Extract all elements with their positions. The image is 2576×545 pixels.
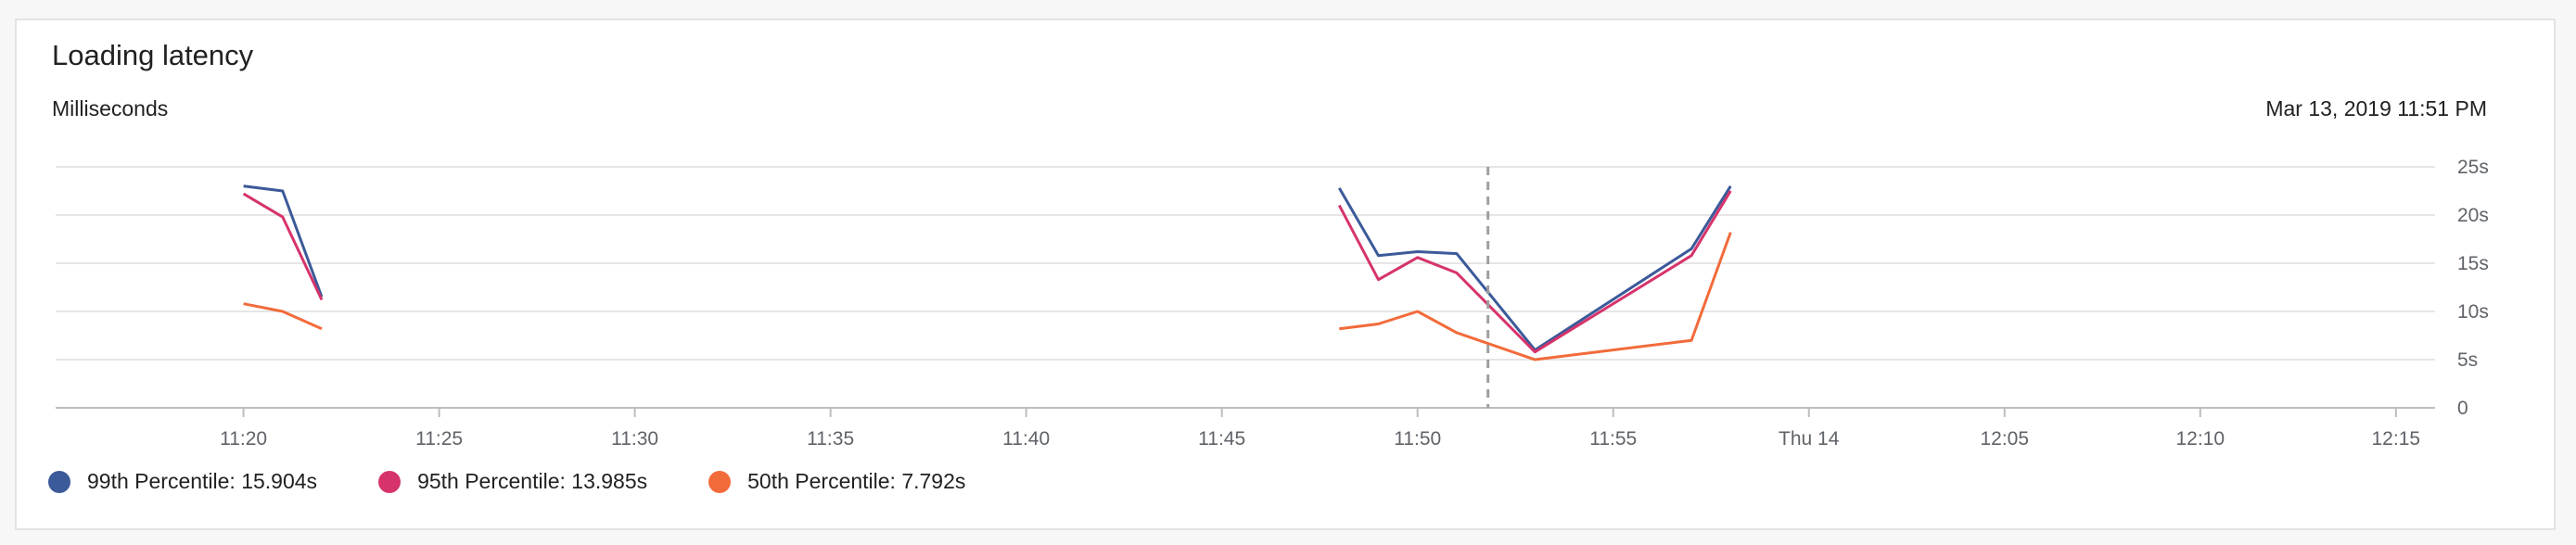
chart-unit-label: Milliseconds (52, 96, 169, 120)
x-tick-label: 12:15 (2372, 428, 2421, 450)
chart-legend: 99th Percentile: 15.904s 95th Percentile… (48, 469, 1027, 494)
x-tick-label: 11:55 (1589, 428, 1637, 450)
y-tick-label: 10s (2457, 301, 2489, 323)
x-tick-label: 11:40 (1002, 428, 1050, 450)
legend-item-95th[interactable]: 95th Percentile: 13.985s (378, 469, 647, 494)
y-tick-label: 15s (2457, 253, 2489, 274)
x-tick-label: 11:50 (1394, 428, 1441, 450)
x-tick-label: 11:35 (807, 428, 854, 450)
x-tick-label: 12:10 (2175, 428, 2225, 450)
x-tick-label: 12:05 (1980, 428, 2029, 450)
x-tick-label: 11:45 (1198, 428, 1245, 450)
legend-item-50th[interactable]: 50th Percentile: 7.792s (708, 469, 965, 494)
x-tick-label: 11:30 (611, 428, 658, 450)
x-tick-label: 11:25 (415, 428, 463, 450)
legend-label: 99th Percentile: 15.904s (87, 469, 318, 493)
series-line-50th-percentile (1339, 232, 1732, 361)
legend-item-99th[interactable]: 99th Percentile: 15.904s (48, 469, 317, 494)
legend-label: 95th Percentile: 13.985s (417, 469, 648, 493)
series-line-95th-percentile (1337, 190, 1732, 354)
y-tick-label: 5s (2457, 349, 2478, 371)
series-line-99th-percentile (243, 184, 324, 298)
y-tick-label: 20s (2457, 205, 2489, 226)
legend-label: 50th Percentile: 7.792s (747, 469, 966, 493)
legend-dot-icon (708, 470, 732, 493)
hover-timestamp: Mar 13, 2019 11:51 PM (2265, 96, 2487, 120)
series-line-95th-percentile (242, 192, 324, 301)
latency-line-chart[interactable]: 0 5s 10s 15s 20s 25s 11:20 11:25 11:30 11:35 11:40… (17, 20, 2557, 456)
chart-title: Loading latency (52, 39, 254, 71)
x-tick-label: Thu 14 (1779, 428, 1840, 450)
y-tick-label: 25s (2457, 157, 2489, 178)
x-tick-label: 11:20 (220, 428, 267, 450)
series-line-99th-percentile (1338, 185, 1732, 352)
loading-latency-card: Loading latency Milliseconds Mar 13, 201… (15, 19, 2556, 530)
legend-dot-icon (48, 470, 70, 493)
y-tick-label: 0 (2457, 398, 2468, 419)
series-line-50th-percentile (243, 302, 323, 331)
legend-dot-icon (378, 470, 402, 493)
